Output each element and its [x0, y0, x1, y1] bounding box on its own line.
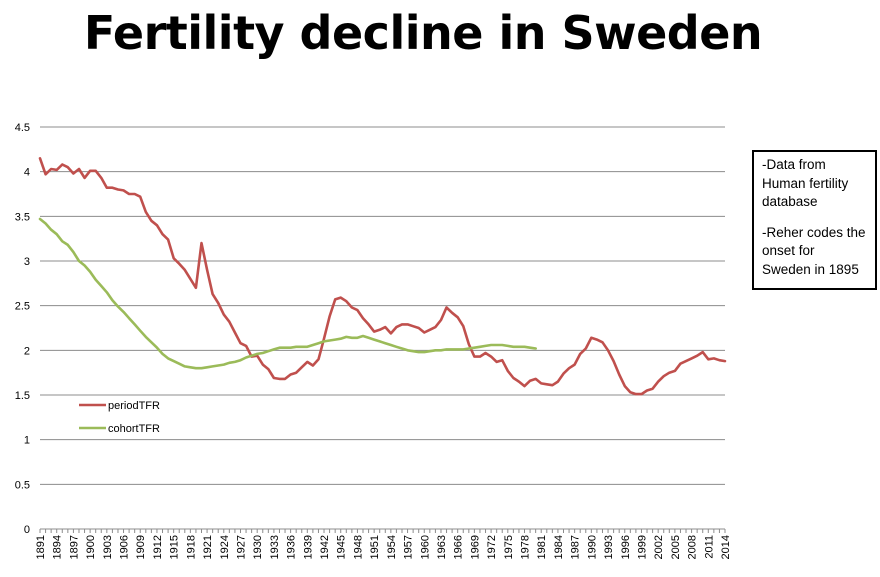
legend-label-periodTFR: periodTFR	[108, 400, 160, 412]
x-tick-label: 1963	[436, 535, 448, 559]
x-tick-label: 2011	[703, 535, 715, 559]
x-tick-label: 1960	[419, 535, 431, 559]
x-tick-label: 1981	[536, 535, 548, 559]
x-tick-label: 1984	[553, 535, 565, 559]
x-tick-label: 2002	[653, 535, 665, 559]
x-tick-label: 1903	[102, 535, 114, 559]
x-tick-label: 1948	[352, 535, 364, 559]
x-tick-label: 1999	[636, 535, 648, 559]
x-tick-label: 1900	[85, 535, 97, 559]
x-tick-label: 1966	[453, 535, 465, 559]
series-lines	[38, 157, 727, 396]
x-tick-label: 1993	[603, 535, 615, 559]
y-tick-label: 4	[24, 167, 30, 179]
y-tick-label: 3.5	[15, 211, 30, 223]
y-tick-label: 0.5	[15, 479, 30, 491]
x-tick-label: 1927	[235, 535, 247, 559]
x-tick-label: 1912	[152, 535, 164, 559]
x-axis: 1891 1894 1897 1900 1903 1906 1909 1912 1915 1918…	[35, 528, 732, 559]
x-tick-label: 1987	[570, 535, 582, 559]
x-tick-label: 1933	[269, 535, 281, 559]
x-tick-label: 1939	[302, 535, 314, 559]
note-line-1: -Data from Human fertility database	[762, 157, 849, 209]
y-tick-label: 2	[24, 345, 30, 357]
x-tick-label: 1951	[369, 535, 381, 559]
x-tick-label: 1957	[403, 535, 415, 559]
x-tick-label: 1924	[219, 535, 231, 559]
x-tick-label: 1954	[386, 535, 398, 559]
x-tick-label: 2014	[720, 535, 732, 559]
x-tick-label: 1942	[319, 535, 331, 559]
grid-lines	[40, 126, 725, 530]
series-line-cohortTFR	[38, 217, 538, 370]
x-tick-label: 2005	[670, 535, 682, 559]
x-tick-label: 1894	[52, 535, 64, 559]
series-line-periodTFR	[38, 157, 727, 396]
x-tick-label: 1996	[620, 535, 632, 559]
x-tick-label: 1972	[486, 535, 498, 559]
x-tick-label: 1915	[169, 535, 181, 559]
note-box: -Data from Human fertility database -Reh…	[752, 150, 877, 290]
x-tick-label: 1945	[336, 535, 348, 559]
y-tick-label: 0	[24, 524, 30, 536]
x-tick-label: 1891	[35, 535, 47, 559]
legend: periodTFR cohortTFR	[79, 400, 160, 435]
x-tick-label: 1930	[252, 535, 264, 559]
x-tick-label: 1906	[119, 535, 131, 559]
page-title: Fertility decline in Sweden	[83, 6, 763, 60]
x-tick-label: 2008	[687, 535, 699, 559]
x-tick-label: 1969	[469, 535, 481, 559]
x-tick-label: 1909	[135, 535, 147, 559]
y-tick-label: 2.5	[15, 301, 30, 313]
x-tick-label: 1936	[286, 535, 298, 559]
x-tick-label: 1897	[68, 535, 80, 559]
x-tick-label: 1978	[520, 535, 532, 559]
y-axis: 0 0.5 1 1.5 2 2.5 3 3.5 4 4.5	[15, 122, 30, 536]
y-tick-label: 4.5	[15, 122, 30, 134]
y-tick-label: 1	[24, 435, 30, 447]
y-tick-label: 3	[24, 256, 30, 268]
x-tick-label: 1918	[185, 535, 197, 559]
x-tick-label: 1990	[586, 535, 598, 559]
y-tick-label: 1.5	[15, 390, 30, 402]
x-tick-label: 1975	[503, 535, 515, 559]
note-line-2: -Reher codes the onset for Sweden in 189…	[762, 224, 866, 277]
x-tick-label: 1921	[202, 535, 214, 559]
legend-label-cohortTFR: cohortTFR	[108, 423, 160, 435]
